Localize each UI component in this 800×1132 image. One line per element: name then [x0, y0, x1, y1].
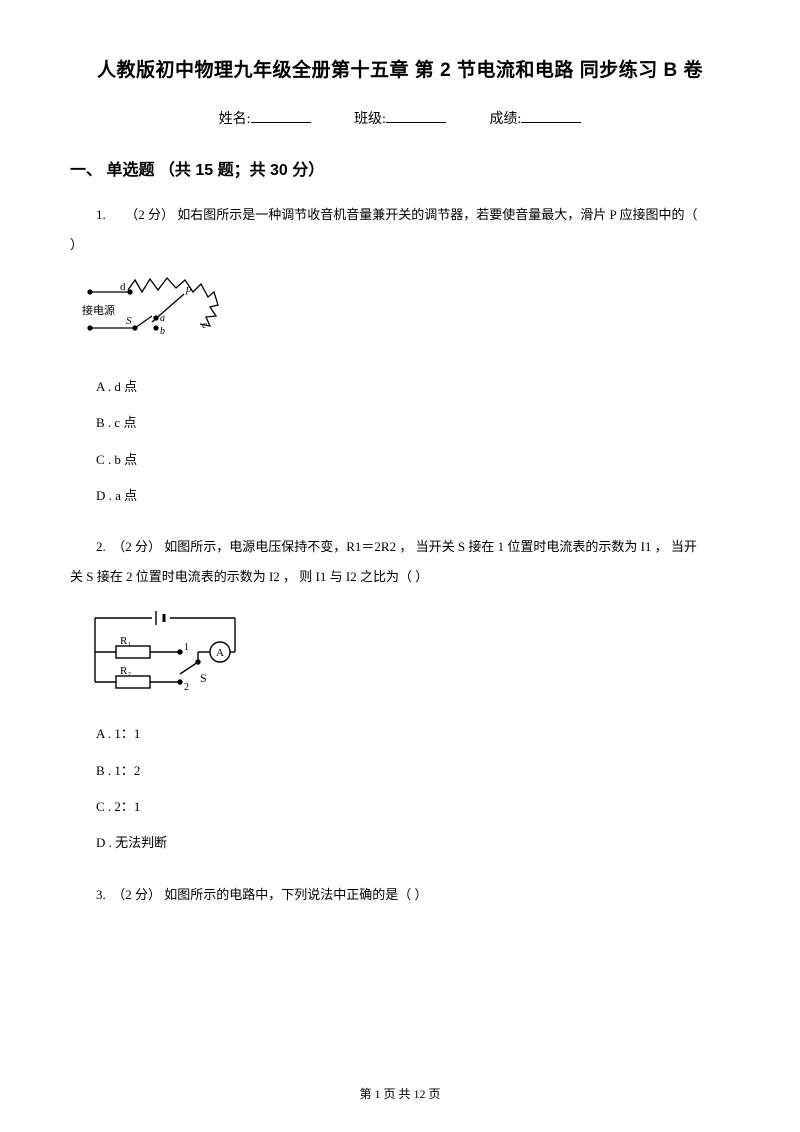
radio-volume-diagram: p d c a b S 接电源	[80, 272, 235, 357]
q1-text-a: 如右图所示是一种调节收音机音量兼开关的调节器，若要使音量最大，滑片 P 应接图中…	[177, 207, 697, 222]
document-title: 人教版初中物理九年级全册第十五章 第 2 节电流和电路 同步练习 B 卷	[70, 55, 730, 82]
q1-option-d: D . a 点	[70, 478, 730, 514]
name-label: 姓名:	[219, 108, 251, 128]
q2-options: A . 1：1 B . 1：2 C . 2：1 D . 无法判断	[70, 716, 730, 862]
svg-text:1: 1	[184, 642, 189, 653]
svg-text:b: b	[160, 326, 165, 337]
q1-number: 1.	[96, 207, 106, 222]
q1-option-b: B . c 点	[70, 405, 730, 441]
q2-figure: A R₁ 1 2 S	[80, 604, 730, 704]
svg-text:A: A	[216, 647, 224, 659]
q2-line1: 2. （2 分） 如图所示，电源电压保持不变，R1＝2R2 ， 当开关 S 接在…	[70, 532, 730, 562]
q1-points: （2 分）	[125, 207, 174, 222]
circuit-diagram: A R₁ 1 2 S	[80, 604, 250, 704]
score-label: 成绩:	[489, 108, 521, 128]
svg-text:a: a	[160, 313, 165, 324]
name-underline	[251, 108, 311, 123]
svg-text:R₁: R₁	[120, 635, 131, 647]
q1-options: A . d 点 B . c 点 C . b 点 D . a 点	[70, 369, 730, 515]
svg-text:S: S	[200, 671, 207, 685]
q2-line2: 关 S 接在 2 位置时电流表的示数为 I2 ， 则 I1 与 I2 之比为（ …	[70, 562, 730, 592]
class-underline	[386, 108, 446, 123]
q1-figure: p d c a b S 接电源	[80, 272, 730, 357]
q3-number: 3.	[96, 887, 106, 902]
q1-line2: ）	[70, 230, 730, 260]
page: 人教版初中物理九年级全册第十五章 第 2 节电流和电路 同步练习 B 卷 姓名:…	[0, 0, 800, 1132]
q2-option-b: B . 1：2	[70, 753, 730, 789]
svg-text:p: p	[185, 283, 192, 295]
svg-text:S: S	[126, 315, 132, 327]
q1-option-c: C . b 点	[70, 442, 730, 478]
svg-text:2: 2	[184, 682, 189, 693]
q3-line1: 3. （2 分） 如图所示的电路中，下列说法中正确的是（ ）	[70, 880, 730, 910]
q2-text-a: 如图所示，电源电压保持不变，R1＝2R2 ， 当开关 S 接在 1 位置时电流表…	[164, 539, 697, 554]
page-footer: 第 1 页 共 12 页	[0, 1085, 800, 1102]
q2-option-c: C . 2：1	[70, 789, 730, 825]
question-3: 3. （2 分） 如图所示的电路中，下列说法中正确的是（ ）	[70, 880, 730, 910]
q2-points: （2 分）	[112, 539, 161, 554]
q3-points: （2 分）	[112, 887, 161, 902]
class-label: 班级:	[354, 108, 386, 128]
q1-line1: 1. （2 分） 如右图所示是一种调节收音机音量兼开关的调节器，若要使音量最大，…	[70, 200, 730, 230]
svg-text:d: d	[120, 281, 126, 293]
q2-option-a: A . 1：1	[70, 716, 730, 752]
q2-option-d: D . 无法判断	[70, 825, 730, 861]
svg-text:接电源: 接电源	[82, 303, 115, 317]
q1-option-a: A . d 点	[70, 369, 730, 405]
svg-text:c: c	[202, 319, 207, 331]
question-2: 2. （2 分） 如图所示，电源电压保持不变，R1＝2R2 ， 当开关 S 接在…	[70, 532, 730, 592]
question-1: 1. （2 分） 如右图所示是一种调节收音机音量兼开关的调节器，若要使音量最大，…	[70, 200, 730, 260]
svg-text:R₂: R₂	[120, 665, 131, 677]
score-underline	[521, 108, 581, 123]
header-fields: 姓名: 班级: 成绩:	[70, 108, 730, 128]
q2-number: 2.	[96, 539, 106, 554]
section-heading: 一、 单选题 （共 15 题；共 30 分）	[70, 156, 730, 180]
q3-text-a: 如图所示的电路中，下列说法中正确的是（ ）	[164, 887, 427, 902]
